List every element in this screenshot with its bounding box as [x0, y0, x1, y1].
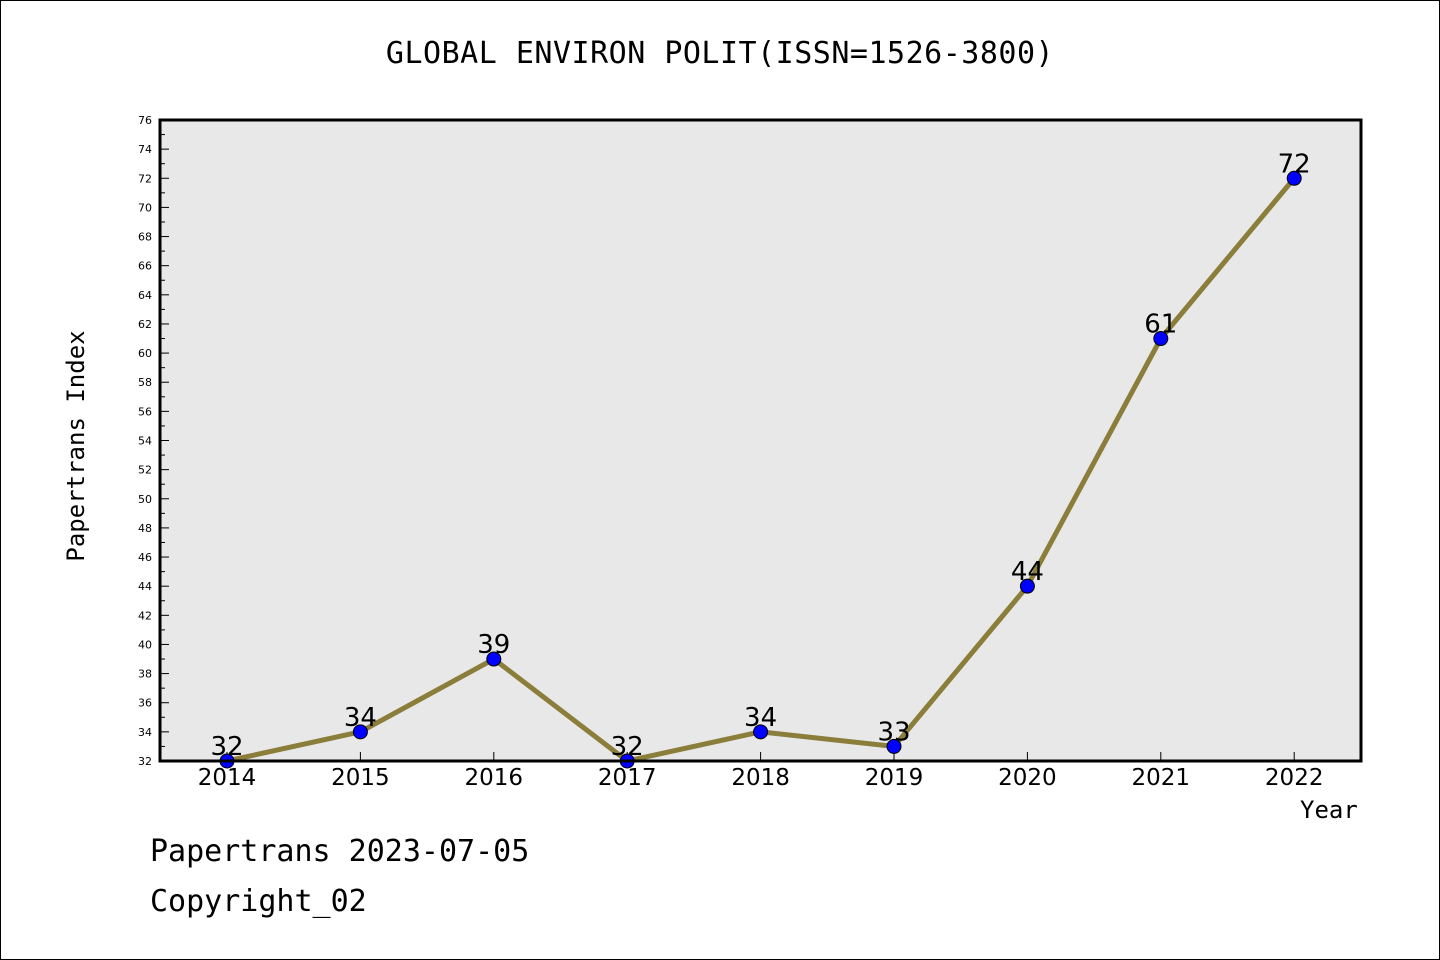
data-label: 32 [210, 732, 243, 762]
y-tick-label: 62 [138, 318, 152, 331]
footer-source: Papertrans 2023-07-05 [150, 834, 530, 869]
y-tick-label: 54 [138, 435, 152, 448]
x-tick-label: 2022 [1265, 765, 1324, 791]
chart-title: GLOBAL ENVIRON POLIT(ISSN=1526-3800) [385, 36, 1055, 71]
y-tick-label: 32 [138, 755, 152, 768]
footer-copyright: Copyright_02 [150, 884, 367, 919]
y-tick-label: 42 [138, 609, 152, 622]
y-tick-label: 70 [138, 201, 152, 214]
y-tick-label: 38 [138, 668, 152, 681]
y-tick-label: 36 [138, 697, 152, 710]
data-label: 39 [477, 630, 510, 660]
data-label: 72 [1278, 149, 1311, 179]
y-tick-label: 44 [138, 580, 152, 593]
plot-area [160, 120, 1361, 761]
y-tick-label: 74 [138, 143, 152, 156]
y-tick-label: 48 [138, 522, 152, 535]
y-tick-label: 34 [138, 726, 152, 739]
y-tick-label: 66 [138, 260, 152, 273]
y-tick-label: 68 [138, 231, 152, 244]
x-tick-label: 2017 [598, 765, 657, 791]
x-tick-label: 2021 [1132, 765, 1191, 791]
x-tick-label: 2014 [198, 765, 257, 791]
x-tick-label: 2019 [865, 765, 924, 791]
y-tick-label: 50 [138, 493, 152, 506]
data-label: 34 [344, 703, 377, 733]
y-tick-label: 64 [138, 289, 152, 302]
y-tick-label: 46 [138, 551, 152, 564]
x-tick-label: 2016 [465, 765, 524, 791]
data-point [753, 724, 769, 740]
y-tick-label: 76 [138, 114, 152, 127]
data-point [352, 724, 368, 740]
data-point [486, 651, 502, 667]
y-tick-label: 52 [138, 464, 152, 477]
plot-border [158, 118, 1363, 763]
x-axis-label: Year [1300, 796, 1358, 824]
data-label: 61 [1144, 310, 1177, 340]
data-label: 32 [611, 732, 644, 762]
data-point [1153, 331, 1169, 347]
y-tick-label: 72 [138, 172, 152, 185]
x-tick-label: 2015 [331, 765, 390, 791]
data-point [1286, 170, 1302, 186]
data-label: 33 [877, 717, 910, 747]
x-tick-label: 2018 [731, 765, 790, 791]
data-label: 44 [1011, 557, 1044, 587]
data-label: 34 [744, 703, 777, 733]
y-tick-label: 58 [138, 376, 152, 389]
y-tick-label: 40 [138, 638, 152, 651]
x-tick-label: 2020 [998, 765, 1057, 791]
y-tick-label: 60 [138, 347, 152, 360]
data-point [886, 738, 902, 754]
data-point [1019, 578, 1035, 594]
y-tick-label: 56 [138, 405, 152, 418]
